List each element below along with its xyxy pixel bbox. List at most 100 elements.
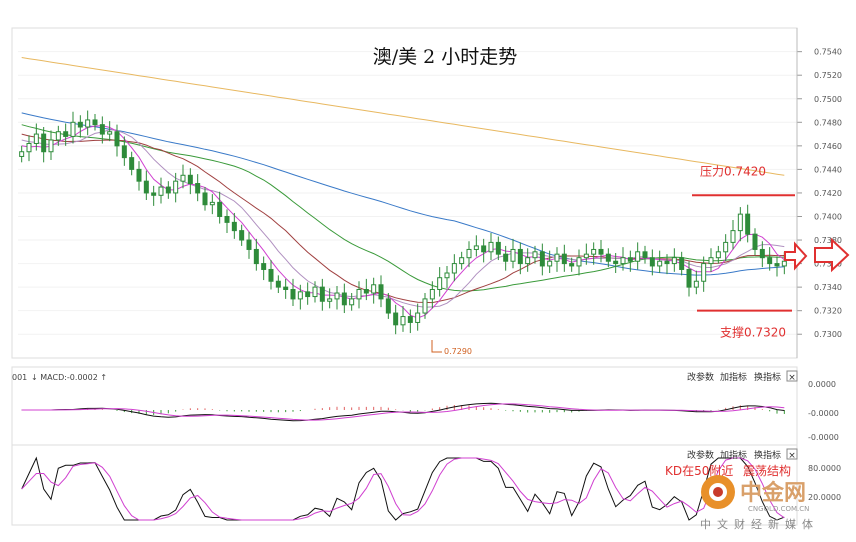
- kd-panel-frame: [11, 444, 798, 526]
- candle-body: [730, 230, 736, 243]
- kd-tick-80: 80.0000: [808, 464, 841, 473]
- price-tick-label: 0.7320: [814, 307, 842, 316]
- candle-body: [451, 263, 457, 274]
- price-tick-label: 0.7420: [814, 189, 842, 198]
- candle-body: [187, 174, 193, 185]
- candle-body: [121, 145, 127, 159]
- price-tick-label: 0.7540: [814, 48, 842, 57]
- macd-dea-line: [21, 403, 785, 421]
- candle-body: [737, 213, 743, 232]
- watermark: 中金网 CNGOLD.COM.CN 中文财经新媒体: [700, 475, 813, 531]
- candle-body: [268, 268, 274, 282]
- trend-arrow-large-icon: [814, 237, 850, 273]
- low-marker-label: 0.7290: [444, 347, 472, 356]
- candle-body: [657, 260, 663, 267]
- support-label: 支撑0.7320: [720, 325, 786, 340]
- candle-body: [547, 260, 553, 267]
- price-tick-label: 0.7480: [814, 118, 842, 127]
- macd-change-params-button[interactable]: 改参数: [687, 371, 714, 383]
- candle-body: [613, 260, 619, 265]
- candle-body: [305, 291, 311, 298]
- candle-body: [569, 263, 575, 267]
- kd-annotation-left: KD在50附近: [665, 464, 733, 478]
- moving-average-lines: [21, 57, 785, 319]
- candle-body: [173, 180, 179, 194]
- candle-body: [525, 257, 531, 265]
- candle-body: [224, 215, 230, 223]
- candle-body: [70, 121, 76, 137]
- candle-body: [349, 298, 355, 306]
- candle-body: [591, 248, 597, 255]
- candle-body: [429, 288, 435, 300]
- macd-tick-top: 0.0000: [808, 380, 836, 389]
- price-tick-label: 0.7500: [814, 95, 842, 104]
- candle-body: [261, 263, 267, 270]
- candle-body: [532, 251, 538, 259]
- candle-body: [195, 183, 201, 194]
- candle-body: [363, 288, 369, 294]
- macd-tick-mid: -0.0000: [808, 409, 839, 418]
- moving-average-line: [21, 129, 785, 308]
- candle-body: [341, 292, 347, 306]
- candle-body: [759, 248, 765, 259]
- candle-body: [129, 157, 135, 170]
- candle-body: [503, 253, 509, 262]
- macd-tick-low: -0.0000: [808, 433, 839, 442]
- watermark-logo-core: [713, 487, 723, 497]
- candle-body: [488, 241, 494, 253]
- macd-close-icon: ×: [788, 373, 796, 383]
- candle-body: [85, 119, 91, 128]
- kd-change-params-button[interactable]: 改参数: [687, 449, 714, 461]
- candle-body: [202, 192, 208, 206]
- candle-body: [319, 286, 325, 302]
- kd-annotation-right: 震荡结构: [743, 463, 791, 478]
- candle-body: [517, 248, 523, 265]
- candle-body: [693, 280, 699, 288]
- price-tick-label: 0.7440: [814, 165, 842, 174]
- trend-arrow-icon: [784, 241, 808, 271]
- macd-label: ↓ MACD:-0.0002 ↑: [31, 373, 107, 382]
- candle-body: [686, 268, 692, 288]
- candle-body: [180, 174, 186, 182]
- candle-body: [283, 286, 289, 290]
- candle-body: [275, 280, 281, 288]
- candle-body: [473, 245, 479, 250]
- candle-body: [77, 121, 83, 128]
- grid: [18, 51, 797, 335]
- kd-tick-20: 20.0000: [808, 493, 841, 502]
- macd-add-indicator-button[interactable]: 加指标: [720, 371, 747, 383]
- candle-body: [356, 288, 362, 300]
- moving-average-line: [21, 133, 785, 304]
- candle-body: [466, 248, 472, 259]
- resistance-label: 压力0.7420: [700, 164, 766, 178]
- watermark-brand: 中金网: [740, 480, 806, 506]
- candle-body: [217, 201, 223, 217]
- macd-switch-indicator-button[interactable]: 换指标: [754, 371, 781, 383]
- candle-body: [209, 201, 215, 206]
- candle-body: [554, 253, 560, 262]
- candle-body: [41, 133, 47, 153]
- kd-close-button[interactable]: [786, 448, 798, 460]
- candle-body: [745, 213, 751, 235]
- candle-body: [671, 257, 677, 265]
- price-tick-label: 0.7340: [814, 283, 842, 292]
- candle-body: [143, 180, 149, 194]
- candle-body: [437, 277, 443, 290]
- kd-add-indicator-button[interactable]: 加指标: [720, 449, 747, 461]
- kd-switch-indicator-button[interactable]: 换指标: [754, 449, 781, 461]
- candle-body: [26, 142, 32, 153]
- candle-body: [576, 257, 582, 267]
- candle-body: [63, 131, 69, 137]
- macd-close-button[interactable]: [786, 370, 798, 382]
- candle-body: [99, 124, 105, 135]
- candle-body: [48, 139, 54, 153]
- moving-average-line: [21, 57, 785, 176]
- candle-body: [679, 257, 685, 270]
- candle-body: [701, 263, 707, 282]
- price-tick-label: 0.7360: [814, 260, 842, 269]
- candle-body: [334, 292, 340, 300]
- price-tick-label: 0.7520: [814, 71, 842, 80]
- candle-body: [400, 316, 406, 326]
- candle-body: [510, 248, 516, 262]
